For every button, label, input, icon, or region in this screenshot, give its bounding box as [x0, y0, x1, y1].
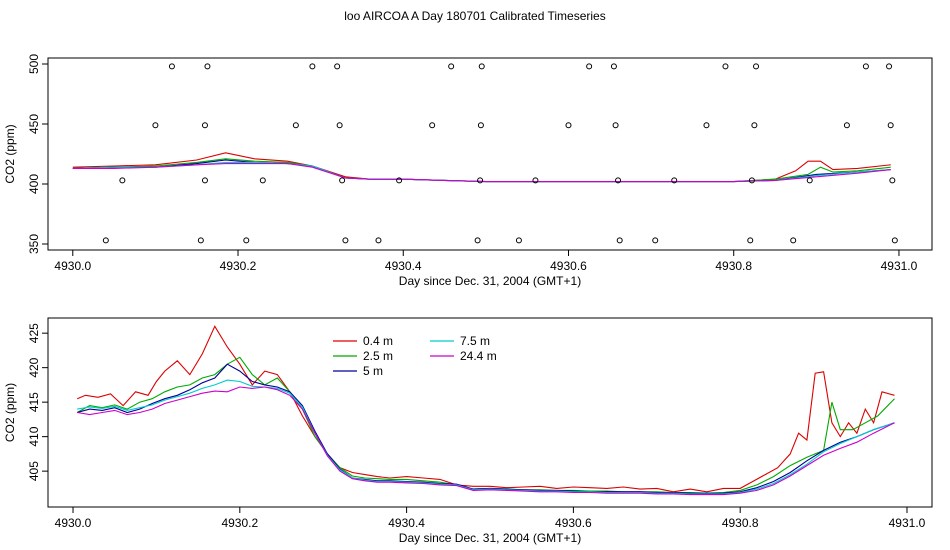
top-data-point: [429, 122, 436, 129]
legend-label: 7.5 m: [460, 334, 490, 348]
top-data-point: [889, 177, 896, 184]
top-y-tick-label: 350: [27, 234, 41, 254]
top-data-point: [610, 63, 617, 70]
top-data-point: [703, 122, 710, 129]
top-data-point: [309, 63, 316, 70]
top-y-axis-label: CO2 (ppm): [3, 124, 17, 183]
bottom-x-tick-label: 4930.4: [388, 516, 425, 530]
top-data-point: [753, 63, 760, 70]
top-data-point: [532, 177, 539, 184]
legend-label: 0.4 m: [363, 334, 393, 348]
bottom-series-24-4-m: [77, 386, 895, 496]
top-x-tick-label: 4930.0: [54, 259, 91, 273]
top-data-point: [886, 63, 893, 70]
bottom-series-2-5-m: [76, 356, 895, 494]
top-data-point: [612, 122, 619, 129]
bottom-y-tick-label: 420: [27, 357, 41, 377]
top-data-point: [259, 177, 266, 184]
top-data-point: [671, 177, 678, 184]
top-series-0-4-m: [72, 152, 891, 183]
bottom-panel: 4930.0 4930.2 4930.4 4930.6 4930.8 4931.0 405 4…: [3, 317, 933, 545]
top-data-point: [862, 63, 869, 70]
top-data-point: [204, 63, 211, 70]
top-x-axis-label: Day since Dec. 31, 2004 (GMT+1): [399, 274, 581, 288]
top-x-tick-label: 4930.4: [385, 259, 422, 273]
top-data-point: [887, 122, 894, 129]
bottom-x-tick-label: 4931.0: [889, 516, 926, 530]
top-data-point: [891, 237, 898, 244]
bottom-y-tick-label: 415: [27, 392, 41, 412]
bottom-x-tick-label: 4930.2: [221, 516, 258, 530]
top-data-point: [747, 237, 754, 244]
top-data-point: [586, 63, 593, 70]
top-x-tick-label: 4930.8: [715, 259, 752, 273]
bottom-x-axis-label: Day since Dec. 31, 2004 (GMT+1): [399, 531, 581, 545]
top-data-point: [396, 177, 403, 184]
top-data-point: [339, 177, 346, 184]
top-data-point: [478, 63, 485, 70]
bottom-y-tick-label: 425: [27, 323, 41, 343]
top-data-point: [806, 177, 813, 184]
top-y-tick-label: 450: [27, 114, 41, 134]
legend-label: 24.4 m: [460, 349, 497, 363]
top-data-point: [790, 237, 797, 244]
top-data-point: [342, 237, 349, 244]
top-x-tick-label: 4931.0: [881, 259, 918, 273]
bottom-plot-frame: [47, 317, 933, 508]
legend: 0.4 m2.5 m5 m 7.5 m24.4 m: [333, 334, 497, 378]
top-data-point: [722, 63, 729, 70]
top-data-point: [748, 177, 755, 184]
top-y-tick-label: 400: [27, 174, 41, 194]
top-data-point: [616, 237, 623, 244]
top-data-point: [843, 122, 850, 129]
top-y-tick-label: 500: [27, 54, 41, 74]
bottom-y-axis-label: CO2 (ppm): [3, 383, 17, 442]
bottom-series-7-5-m: [77, 379, 895, 495]
top-plot-frame: [47, 57, 933, 251]
bottom-x-tick-label: 4930.0: [55, 516, 92, 530]
top-data-point: [515, 237, 522, 244]
top-data-point: [615, 177, 622, 184]
top-data-point: [201, 177, 208, 184]
top-data-point: [448, 63, 455, 70]
bottom-y-tick-label: 410: [27, 426, 41, 446]
top-x-tick-label: 4930.2: [220, 259, 257, 273]
bottom-y-tick-label: 405: [27, 461, 41, 481]
top-data-point: [243, 237, 250, 244]
bottom-x-tick-label: 4930.6: [555, 516, 592, 530]
top-data-point: [292, 122, 299, 129]
top-data-point: [477, 177, 484, 184]
top-data-point: [197, 237, 204, 244]
top-data-point: [565, 122, 572, 129]
top-series-24-4-m: [72, 163, 891, 183]
top-panel: 4930.0 4930.2 4930.4 4930.6 4930.8 4931.0 350 4…: [3, 54, 933, 288]
top-x-tick-label: 4930.6: [550, 259, 587, 273]
legend-label: 5 m: [363, 364, 383, 378]
top-data-point: [119, 177, 126, 184]
top-data-point: [477, 122, 484, 129]
top-data-point: [334, 63, 341, 70]
top-data-point: [751, 122, 758, 129]
top-data-point: [375, 237, 382, 244]
top-data-point: [152, 122, 159, 129]
top-data-point: [652, 237, 659, 244]
top-data-point: [168, 63, 175, 70]
top-data-point: [336, 122, 343, 129]
top-data-point: [102, 237, 109, 244]
figure-title: loo AIRCOA A Day 180701 Calibrated Times…: [344, 9, 605, 23]
bottom-series-0-4-m: [76, 325, 895, 493]
legend-label: 2.5 m: [363, 349, 393, 363]
top-data-point: [474, 237, 481, 244]
bottom-x-tick-label: 4930.8: [722, 516, 759, 530]
bottom-series-5-m: [77, 363, 895, 494]
top-data-point: [201, 122, 208, 129]
